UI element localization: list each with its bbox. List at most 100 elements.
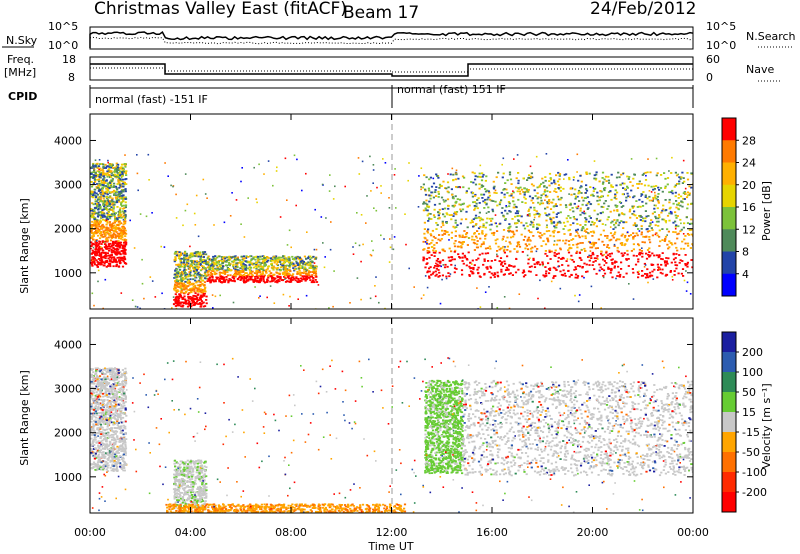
echo-cell bbox=[437, 193, 440, 195]
echo-cell bbox=[650, 264, 653, 266]
echo-cell bbox=[587, 220, 591, 223]
echo-cell bbox=[575, 229, 578, 232]
echo-cell bbox=[485, 202, 488, 205]
echo-cell bbox=[122, 170, 125, 173]
echo-cell bbox=[123, 257, 126, 260]
echo-cell bbox=[446, 190, 449, 193]
echo-cell bbox=[587, 207, 590, 209]
echo-cell bbox=[613, 245, 616, 247]
echo-cell bbox=[199, 251, 202, 254]
echo-cell bbox=[125, 241, 128, 244]
echo-cell bbox=[194, 287, 197, 289]
echo-cell bbox=[557, 187, 560, 189]
echo-cell bbox=[302, 261, 305, 263]
echo-cell bbox=[638, 230, 641, 232]
echo-cell bbox=[233, 274, 236, 277]
echo-cell bbox=[191, 302, 194, 304]
echo-cell bbox=[642, 235, 645, 238]
echo-cell bbox=[476, 287, 478, 289]
echo-cell bbox=[461, 208, 465, 211]
echo-cell bbox=[471, 195, 474, 198]
echo-cell bbox=[631, 205, 634, 208]
echo-cell bbox=[674, 242, 677, 245]
echo-cell bbox=[528, 266, 531, 268]
echo-cell bbox=[305, 273, 308, 275]
echo-cell bbox=[545, 270, 548, 273]
echo-cell bbox=[579, 174, 582, 177]
echo-cell bbox=[474, 183, 478, 186]
echo-cell bbox=[119, 261, 122, 264]
echo-cell bbox=[687, 234, 691, 236]
echo-cell bbox=[524, 247, 527, 250]
echo-cell bbox=[92, 165, 95, 167]
echo-cell bbox=[625, 259, 628, 261]
echo-cell bbox=[477, 227, 481, 230]
echo-cell bbox=[646, 274, 649, 277]
echo-cell bbox=[655, 197, 658, 200]
echo-cell bbox=[357, 157, 360, 159]
echo-cell bbox=[651, 270, 654, 273]
echo-cell bbox=[177, 257, 181, 260]
echo-cell bbox=[314, 279, 317, 281]
echo-cell bbox=[661, 209, 664, 212]
echo-cell bbox=[454, 195, 457, 198]
echo-cell bbox=[450, 263, 453, 266]
echo-cell bbox=[243, 281, 246, 284]
echo-cell bbox=[96, 162, 99, 165]
echo-cell bbox=[180, 290, 183, 293]
echo-cell bbox=[570, 247, 573, 250]
echo-cell bbox=[124, 214, 127, 216]
echo-cell bbox=[264, 263, 267, 266]
echo-cell bbox=[90, 418, 93, 420]
echo-cell bbox=[568, 275, 571, 278]
echo-cell bbox=[192, 274, 195, 277]
echo-cell bbox=[562, 257, 565, 260]
echo-cell bbox=[680, 247, 683, 250]
echo-cell bbox=[275, 170, 278, 172]
echo-cell bbox=[573, 217, 576, 220]
echo-cell bbox=[374, 295, 377, 298]
echo-cell bbox=[287, 277, 290, 280]
echo-cell bbox=[97, 213, 100, 216]
echo-cell bbox=[98, 168, 100, 171]
echo-cell bbox=[255, 279, 258, 282]
echo-cell bbox=[636, 271, 639, 274]
echo-cell bbox=[182, 285, 185, 288]
echo-cell bbox=[420, 167, 423, 169]
echo-cell bbox=[592, 231, 596, 234]
echo-cell bbox=[545, 195, 548, 198]
echo-cell bbox=[102, 197, 105, 200]
nave-label: Nave bbox=[746, 63, 774, 76]
echo-cell bbox=[426, 249, 429, 252]
echo-cell bbox=[549, 234, 552, 237]
echo-cell bbox=[626, 231, 629, 233]
echo-cell bbox=[583, 276, 585, 279]
echo-cell bbox=[552, 205, 555, 208]
echo-cell bbox=[237, 261, 240, 264]
echo-cell bbox=[626, 187, 629, 189]
echo-cell bbox=[625, 221, 628, 224]
echo-cell bbox=[477, 257, 480, 260]
echo-cell bbox=[471, 263, 473, 265]
echo-cell bbox=[638, 248, 641, 251]
echo-cell bbox=[124, 215, 127, 218]
echo-cell bbox=[577, 189, 581, 192]
echo-cell bbox=[309, 267, 312, 269]
echo-cell bbox=[114, 236, 117, 239]
echo-cell bbox=[460, 218, 463, 221]
echo-cell bbox=[235, 199, 238, 201]
echo-cell bbox=[220, 278, 223, 280]
echo-cell bbox=[109, 260, 112, 263]
echo-cell bbox=[259, 263, 262, 266]
echo-cell bbox=[470, 219, 474, 222]
echo-cell bbox=[501, 261, 504, 264]
echo-cell bbox=[218, 263, 221, 266]
echo-cell bbox=[120, 256, 123, 259]
echo-cell bbox=[112, 189, 116, 192]
echo-cell bbox=[684, 235, 687, 237]
echo-cell bbox=[105, 261, 108, 263]
echo-cell bbox=[99, 173, 102, 176]
echo-cell bbox=[584, 235, 587, 238]
echo-cell bbox=[94, 181, 97, 183]
echo-cell bbox=[426, 251, 429, 254]
